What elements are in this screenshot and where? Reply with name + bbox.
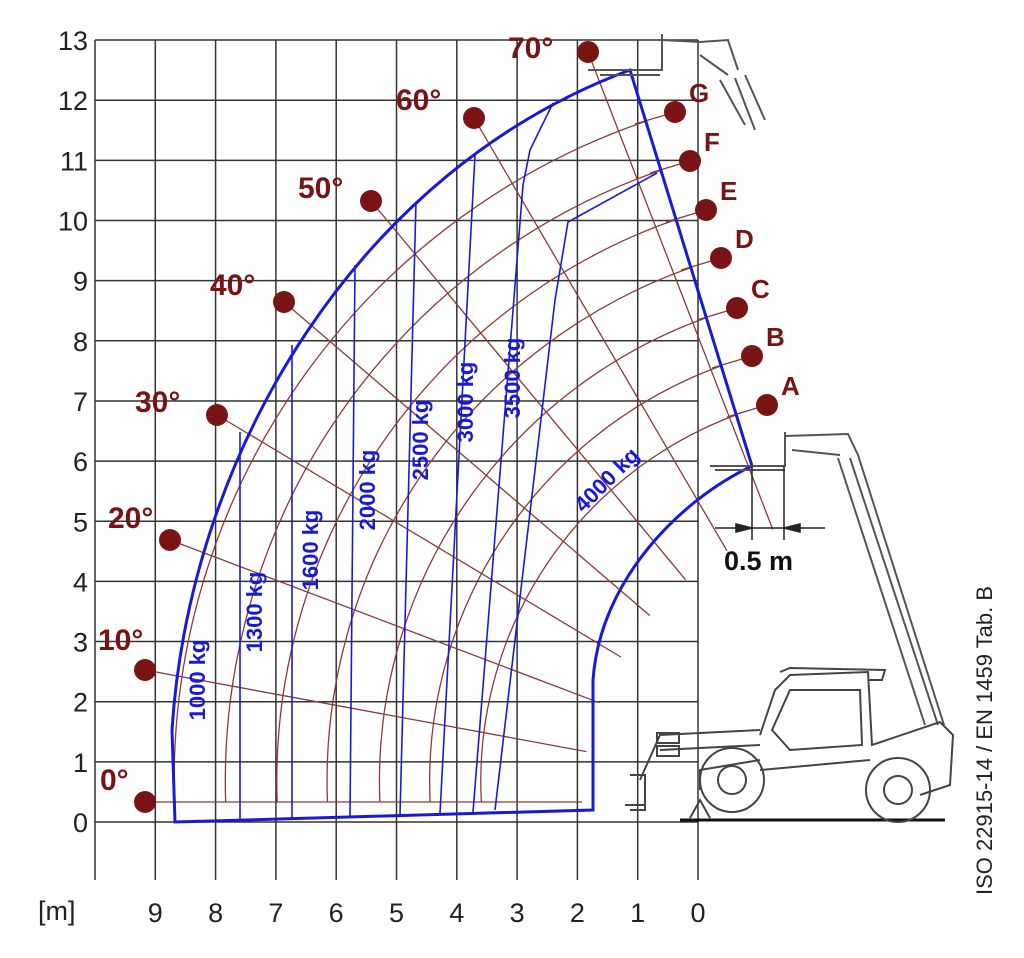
angle-marker-dot xyxy=(360,190,382,212)
load-label: 2000 kg xyxy=(355,450,380,531)
load-zone-boundary xyxy=(439,154,476,814)
arc-guides xyxy=(173,111,752,803)
angle-marker-dot xyxy=(273,291,295,313)
dimension-0-5m xyxy=(715,466,825,540)
load-zone-boundary xyxy=(399,201,417,816)
angle-guide-line xyxy=(473,117,728,552)
arc-marker-dot xyxy=(726,297,748,319)
arc-label: A xyxy=(781,371,800,401)
arc-marker-dot xyxy=(664,101,686,123)
arc-label: B xyxy=(766,322,785,352)
arc-guide xyxy=(378,307,738,803)
x-tick-label: 8 xyxy=(208,898,223,928)
y-tick-label: 2 xyxy=(73,688,88,718)
load-label: 3500 kg xyxy=(500,338,525,419)
arc-marker-dot xyxy=(679,150,701,172)
load-zone-lines xyxy=(239,102,658,820)
y-tick-label: 9 xyxy=(73,267,88,297)
load-label: 1000 kg xyxy=(185,640,210,721)
load-label: 1300 kg xyxy=(242,572,267,653)
fork-mid-icon xyxy=(710,432,945,726)
x-tick-label: 0 xyxy=(690,898,705,928)
angle-guide-line xyxy=(144,669,587,753)
arc-guide xyxy=(173,111,676,803)
angle-guide-line xyxy=(216,414,622,658)
fork-top-icon xyxy=(588,34,766,131)
angle-guide-line xyxy=(370,200,687,581)
angle-guides xyxy=(144,51,774,803)
angle-label: 60° xyxy=(396,84,441,117)
arc-guide xyxy=(276,209,707,803)
angle-label: 40° xyxy=(210,269,255,302)
angle-marker-dot xyxy=(159,529,181,551)
y-tick-label: 5 xyxy=(73,507,88,537)
arc-marker-dot xyxy=(741,345,763,367)
angle-label: 10° xyxy=(98,624,143,657)
unit-label: [m] xyxy=(38,896,76,926)
arc-guide xyxy=(429,355,752,803)
load-zone-boundary xyxy=(494,172,658,811)
y-tick-label: 10 xyxy=(58,207,88,237)
x-tick-label: 7 xyxy=(268,898,283,928)
x-tick-label: 4 xyxy=(449,898,464,928)
y-tick-label: 3 xyxy=(73,628,88,658)
arc-marker-dot xyxy=(756,394,778,416)
arc-guide xyxy=(326,257,722,803)
angle-label: 70° xyxy=(508,32,553,65)
arc-label: E xyxy=(720,176,737,206)
load-zone-boundary xyxy=(472,102,554,813)
angle-guide-line xyxy=(283,301,651,617)
arc-label: C xyxy=(751,274,770,304)
y-tick-label: 13 xyxy=(58,26,88,56)
load-label: 2500 kg xyxy=(408,400,433,481)
load-label: 3000 kg xyxy=(453,362,478,443)
y-tick-label: 6 xyxy=(73,447,88,477)
x-tick-label: 9 xyxy=(148,898,163,928)
angle-label: 20° xyxy=(108,502,153,535)
arc-label: F xyxy=(704,127,720,157)
arc-guide xyxy=(480,404,752,803)
angle-marker-dot xyxy=(206,404,228,426)
y-tick-label: 8 xyxy=(73,327,88,357)
y-tick-label: 11 xyxy=(60,146,88,176)
arc-marker-dot xyxy=(695,199,717,221)
angle-label: 0° xyxy=(100,764,129,797)
x-tick-label: 6 xyxy=(329,898,344,928)
y-tick-label: 4 xyxy=(73,567,88,597)
load-labels: 1000 kg 1300 kg 1600 kg 2000 kg 2500 kg 3000 … xyxy=(185,338,644,721)
angle-guide-line xyxy=(169,539,600,704)
arc-label: D xyxy=(735,224,754,254)
working-envelope xyxy=(170,68,754,824)
arc-marker-dot xyxy=(710,247,732,269)
x-tick-label: 1 xyxy=(630,898,645,928)
angle-label: 30° xyxy=(135,386,180,419)
load-zone-boundary xyxy=(349,264,356,818)
angle-marker-dot xyxy=(134,791,156,813)
angle-marker-dot xyxy=(577,41,599,63)
y-tick-label: 12 xyxy=(58,86,88,116)
dimension-label: 0.5 m xyxy=(724,546,793,576)
x-tick-label: 3 xyxy=(510,898,525,928)
standard-label: ISO 22915-14 / EN 1459 Tab. B xyxy=(972,586,997,895)
x-tick-label: 5 xyxy=(389,898,404,928)
y-tick-label: 7 xyxy=(73,387,88,417)
y-tick-label: 0 xyxy=(73,808,88,838)
telehandler-icon xyxy=(625,666,955,823)
angle-marker-dot xyxy=(134,659,156,681)
arc-label: G xyxy=(689,78,709,108)
arc-guide xyxy=(224,160,691,803)
load-label: 1600 kg xyxy=(298,510,323,591)
x-tick-label: 2 xyxy=(570,898,585,928)
y-tick-label: 1 xyxy=(73,748,88,778)
angle-marker-dot xyxy=(463,107,485,129)
angle-label: 50° xyxy=(298,172,343,205)
